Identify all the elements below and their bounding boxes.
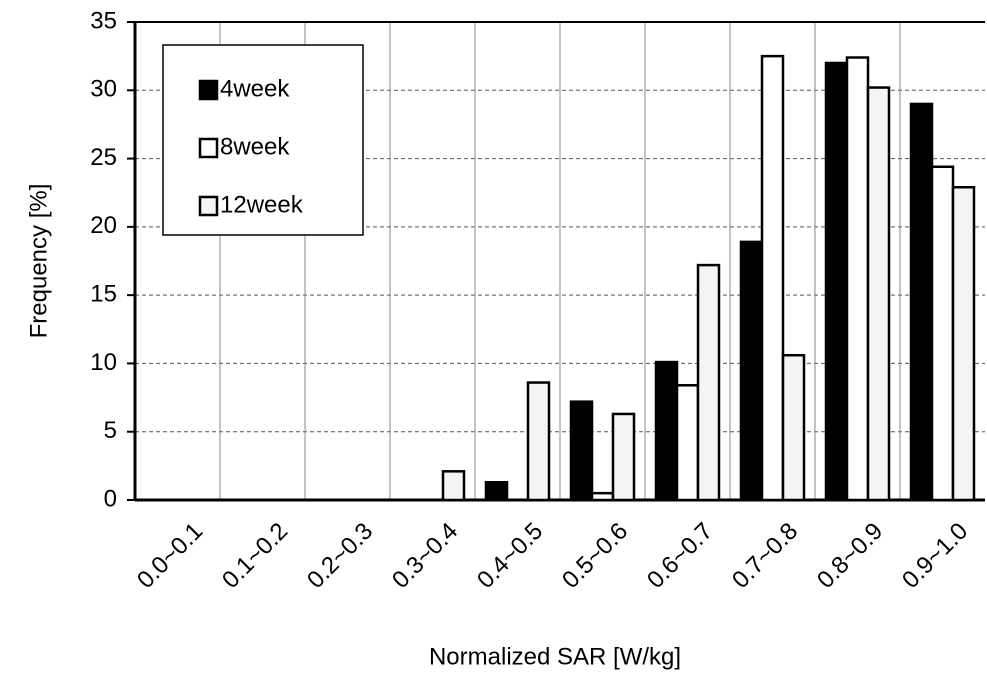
y-tick-label: 30 — [90, 76, 117, 103]
bar — [696, 263, 721, 502]
legend-label: 12week — [220, 191, 304, 218]
x-tick-label: 0.7~0.8 — [727, 518, 803, 594]
legend-swatch — [198, 195, 219, 217]
bar — [930, 165, 955, 502]
legend-label: 8week — [220, 133, 290, 160]
bar — [909, 102, 934, 502]
bar — [484, 480, 509, 502]
x-tick-label: 0.0~0.1 — [132, 518, 208, 594]
bar — [739, 240, 764, 502]
y-tick-label: 25 — [90, 144, 117, 171]
x-tick-label: 0.2~0.3 — [302, 518, 378, 594]
bar — [526, 381, 551, 502]
x-axis-label: Normalized SAR [W/kg] — [429, 643, 681, 670]
bar — [845, 56, 870, 502]
bar — [654, 360, 679, 502]
legend-swatch — [198, 79, 219, 101]
x-tick-label: 0.9~1.0 — [897, 518, 973, 594]
bar — [675, 384, 700, 502]
legend-swatch — [198, 137, 219, 159]
x-tick-label: 0.1~0.2 — [217, 518, 293, 594]
legend-label: 4week — [220, 75, 290, 102]
bar — [590, 491, 615, 502]
x-tick-label: 0.5~0.6 — [557, 518, 633, 594]
bar — [951, 186, 976, 502]
bar — [611, 412, 636, 502]
y-tick-label: 35 — [90, 7, 117, 34]
bar — [569, 400, 594, 502]
bar — [824, 61, 849, 502]
y-axis-label: Frequency [%] — [25, 184, 52, 339]
y-tick-label: 5 — [104, 417, 117, 444]
y-tick-label: 0 — [104, 485, 117, 512]
bar — [760, 54, 785, 502]
y-tick-label: 15 — [90, 280, 117, 307]
bar — [866, 86, 891, 502]
y-tick-label: 10 — [90, 349, 117, 376]
x-tick-label: 0.8~0.9 — [812, 518, 888, 594]
x-tick-label: 0.4~0.5 — [472, 518, 548, 594]
x-tick-label: 0.6~0.7 — [642, 518, 718, 594]
bar — [441, 470, 466, 502]
x-tick-label: 0.3~0.4 — [387, 518, 463, 594]
y-tick-label: 20 — [90, 212, 117, 239]
legend-box — [162, 44, 364, 236]
bar — [781, 353, 806, 502]
